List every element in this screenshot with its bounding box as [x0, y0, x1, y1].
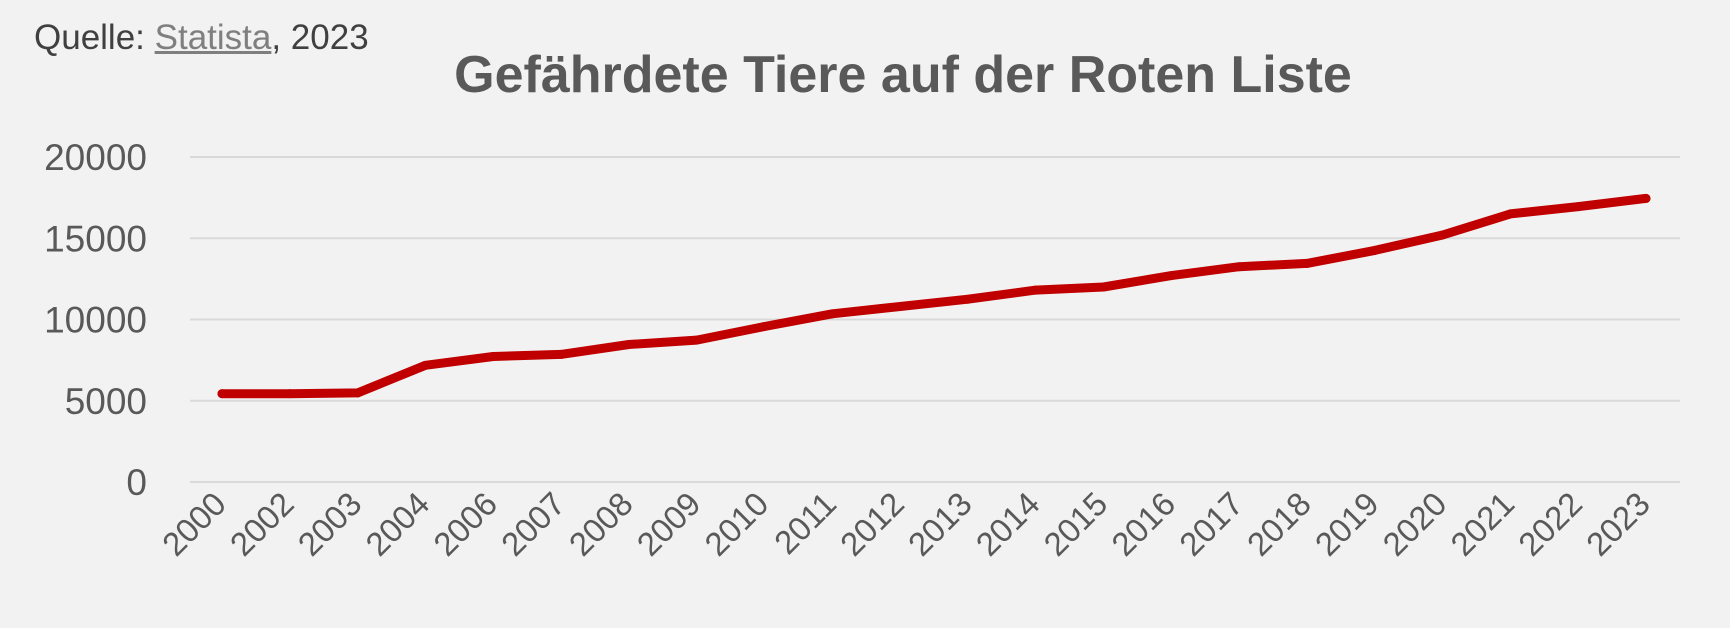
x-tick-label: 2021	[1443, 485, 1521, 563]
x-tick-label: 2018	[1240, 485, 1318, 563]
y-axis: 0 5000 10000 15000 20000	[44, 137, 147, 503]
x-tick-label: 2003	[290, 485, 368, 563]
x-tick-label: 2002	[223, 485, 301, 563]
gridlines	[190, 156, 1680, 483]
data-point	[1302, 258, 1312, 268]
x-tick-label: 2022	[1511, 485, 1589, 563]
x-tick-label: 2020	[1375, 485, 1453, 563]
data-point	[624, 339, 634, 349]
data-point	[1370, 245, 1380, 255]
data-point	[759, 321, 769, 331]
x-tick-label: 2014	[969, 485, 1047, 563]
x-tick-label: 2015	[1036, 485, 1114, 563]
x-tick-label: 2007	[494, 485, 572, 563]
source-link[interactable]: Statista	[154, 18, 272, 57]
x-tick-label: 2009	[630, 485, 708, 563]
data-point	[217, 389, 227, 399]
data-point	[895, 302, 905, 311]
y-tick-label: 5000	[65, 381, 147, 422]
data-point	[556, 349, 566, 359]
chart-title: Gefährdete Tiere auf der Roten Liste	[454, 46, 1352, 104]
data-point	[1438, 230, 1448, 240]
series-line-0	[217, 193, 1651, 399]
source-suffix: , 2023	[271, 18, 369, 57]
x-tick-label: 2006	[426, 485, 504, 563]
x-tick-label: 2017	[1172, 485, 1250, 563]
y-tick-label: 0	[126, 462, 147, 503]
x-tick-label: 2008	[562, 485, 640, 563]
series-layer	[217, 193, 1651, 399]
x-tick-label: 2010	[697, 485, 775, 563]
data-point	[1099, 282, 1109, 292]
data-point	[1234, 262, 1244, 272]
source-prefix: Quelle:	[34, 18, 155, 57]
data-point	[1031, 285, 1041, 295]
data-point	[488, 351, 498, 361]
x-tick-label: 2013	[901, 485, 979, 563]
data-point	[420, 360, 430, 370]
data-point	[1505, 209, 1515, 219]
y-tick-label: 10000	[44, 300, 147, 341]
source-note: Quelle: Statista, 2023	[34, 18, 369, 58]
data-point	[1166, 271, 1176, 281]
data-point	[963, 294, 973, 304]
x-tick-label: 2012	[833, 485, 911, 563]
data-point	[1573, 202, 1583, 212]
x-tick-label: 2023	[1579, 485, 1657, 563]
x-tick-label: 2011	[767, 485, 843, 561]
x-axis: 2000200220032004200620072008200920102011…	[155, 485, 1657, 563]
data-point	[827, 309, 837, 319]
data-point	[285, 389, 295, 399]
x-tick-label: 2019	[1308, 485, 1386, 563]
x-tick-label: 2016	[1104, 485, 1182, 563]
y-tick-label: 15000	[44, 218, 147, 259]
y-tick-label: 20000	[44, 137, 147, 178]
x-tick-label: 2004	[358, 485, 436, 563]
data-point	[692, 335, 702, 345]
x-tick-label: 2000	[155, 485, 233, 563]
data-point	[1641, 193, 1651, 203]
data-point	[353, 388, 363, 398]
